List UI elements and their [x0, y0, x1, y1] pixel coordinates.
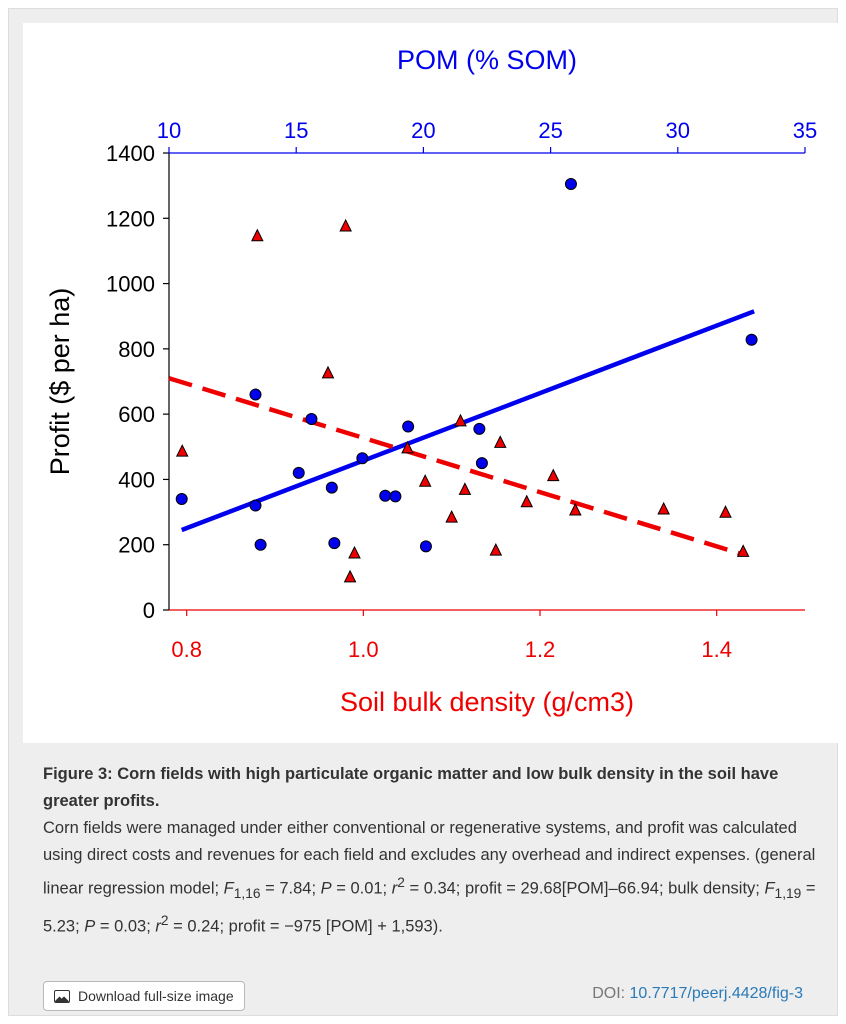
bulk-density-point: [321, 365, 335, 379]
bulk-density-point: [348, 545, 361, 559]
caption-text: = 7.84;: [260, 879, 321, 898]
y-tick-label: 600: [118, 402, 155, 427]
top-axis-tick-label: 10: [157, 118, 181, 143]
doi-label: DOI:: [592, 985, 630, 1002]
bulk-density-point: [520, 494, 534, 508]
pom-point: [328, 537, 341, 550]
pom-point: [292, 466, 305, 479]
top-axis-tick-label: 25: [538, 118, 562, 143]
bottom-axis-title: Soil bulk density (g/cm3): [340, 687, 634, 717]
caption-text: Corn fields were managed under either co…: [43, 819, 816, 898]
pom-point: [473, 422, 486, 435]
bulk-density-point: [569, 502, 582, 516]
y-axis-title: Profit ($ per ha): [45, 288, 75, 476]
caption-r-superscript: 2: [397, 875, 405, 890]
doi: DOI: 10.7717/peerj.4428/fig-3: [592, 985, 803, 1003]
pom-point: [389, 490, 402, 503]
download-full-size-button[interactable]: Download full-size image: [43, 981, 245, 1011]
bulk-density-point: [489, 542, 503, 556]
bulk-density-point: [251, 228, 264, 242]
caption-f-subscript: 1,16: [233, 885, 261, 901]
bulk-density-point: [401, 440, 414, 454]
y-tick-label: 1400: [106, 141, 155, 166]
caption-p-symbol: P: [320, 879, 332, 898]
bulk-density-point: [343, 569, 357, 583]
caption-r-symbol: r: [391, 879, 398, 898]
figure-caption: Figure 3: Corn fields with high particul…: [43, 761, 823, 940]
figure-panel: 0 200 400 600 800 1000 1200 1400 10 15 20 25 30 35 0.8…: [8, 8, 840, 1016]
top-axis-tick-label: 35: [793, 118, 817, 143]
bulk-density-fit-line: [168, 376, 744, 557]
bulk-density-point: [339, 218, 352, 232]
bulk-density-point: [454, 413, 467, 427]
bottom-axis-tick-label: 0.8: [171, 637, 202, 662]
caption-title: Figure 3: Corn fields with high particul…: [43, 765, 779, 810]
caption-f-subscript: 1,19: [774, 885, 802, 901]
pom-point: [475, 457, 488, 470]
y-tick-label: 200: [118, 533, 155, 558]
bulk-density-point: [175, 444, 189, 457]
pom-fit-line: [180, 309, 755, 533]
pom-point: [305, 413, 318, 426]
caption-r-superscript: 2: [160, 912, 169, 928]
caption-text: = 0.24; profit = −975 [POM] + 1,593).: [168, 917, 443, 936]
pom-point: [564, 178, 577, 191]
bulk-density-point: [719, 505, 732, 518]
figure-image: 0 200 400 600 800 1000 1200 1400 10 15 20 25 30 35 0.8…: [23, 23, 840, 743]
caption-text: = 5.23;: [43, 879, 816, 936]
y-tick-label: 1200: [106, 206, 155, 231]
pom-point: [254, 538, 267, 551]
bulk-density-point: [418, 474, 432, 487]
y-tick-label: 800: [118, 337, 155, 362]
bottom-axis-tick-label: 1.2: [525, 637, 556, 662]
pom-point: [249, 388, 262, 401]
caption-text: = 0.03;: [95, 917, 156, 936]
caption-text: = 0.01;: [331, 879, 392, 898]
caption-p-symbol: P: [84, 917, 96, 936]
top-axis-tick-label: 15: [284, 118, 308, 143]
top-axis-title: POM (% SOM): [397, 45, 577, 75]
top-axis-tick-label: 20: [411, 118, 435, 143]
bulk-density-point: [493, 435, 507, 448]
bulk-density-point: [657, 501, 670, 515]
top-axis-tick-label: 30: [666, 118, 690, 143]
caption-f-symbol: F: [223, 879, 234, 898]
bulk-density-point: [736, 544, 750, 557]
pom-point: [249, 499, 262, 512]
y-tick-label: 1000: [106, 272, 155, 297]
bulk-density-point: [445, 510, 458, 523]
pom-point: [379, 489, 392, 502]
caption-r-symbol: r: [155, 917, 161, 936]
bulk-density-point: [458, 482, 472, 495]
y-tick-label: 400: [118, 467, 155, 492]
pom-point: [356, 452, 369, 465]
y-tick-label: 0: [143, 598, 155, 623]
pom-point: [745, 333, 758, 346]
pom-point: [402, 420, 415, 433]
caption-text: = 0.34; profit = 29.68[POM]–66.94; bulk …: [404, 879, 765, 898]
download-label: Download full-size image: [78, 988, 234, 1004]
doi-link[interactable]: 10.7717/peerj.4428/fig-3: [629, 985, 803, 1002]
pom-point: [419, 540, 432, 553]
pom-point: [175, 493, 188, 506]
bottom-axis-tick-label: 1.0: [348, 637, 379, 662]
pom-point: [325, 481, 338, 494]
bulk-density-point: [546, 468, 560, 482]
caption-f-symbol: F: [764, 879, 775, 898]
bottom-axis-tick-label: 1.4: [701, 637, 732, 662]
image-icon: [54, 989, 70, 1003]
